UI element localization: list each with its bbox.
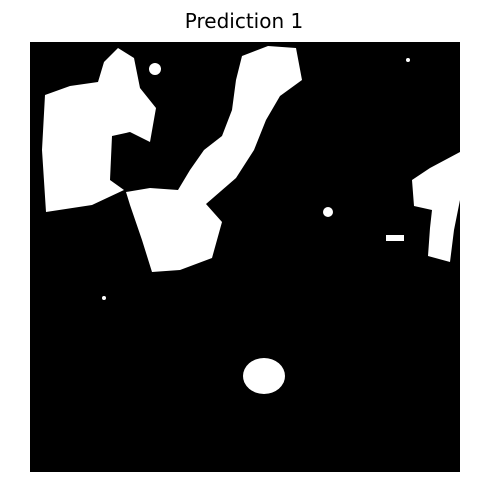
mask-image	[30, 42, 460, 472]
mask-region	[42, 48, 156, 212]
mask-speck	[149, 63, 161, 75]
mask-speck	[386, 235, 404, 241]
mask-speck	[406, 58, 410, 62]
mask-speck	[102, 296, 106, 300]
mask-speck	[323, 207, 333, 217]
mask-region	[243, 358, 285, 394]
mask-region	[126, 46, 302, 272]
mask-region	[412, 152, 460, 262]
title: Prediction 1	[185, 9, 303, 33]
